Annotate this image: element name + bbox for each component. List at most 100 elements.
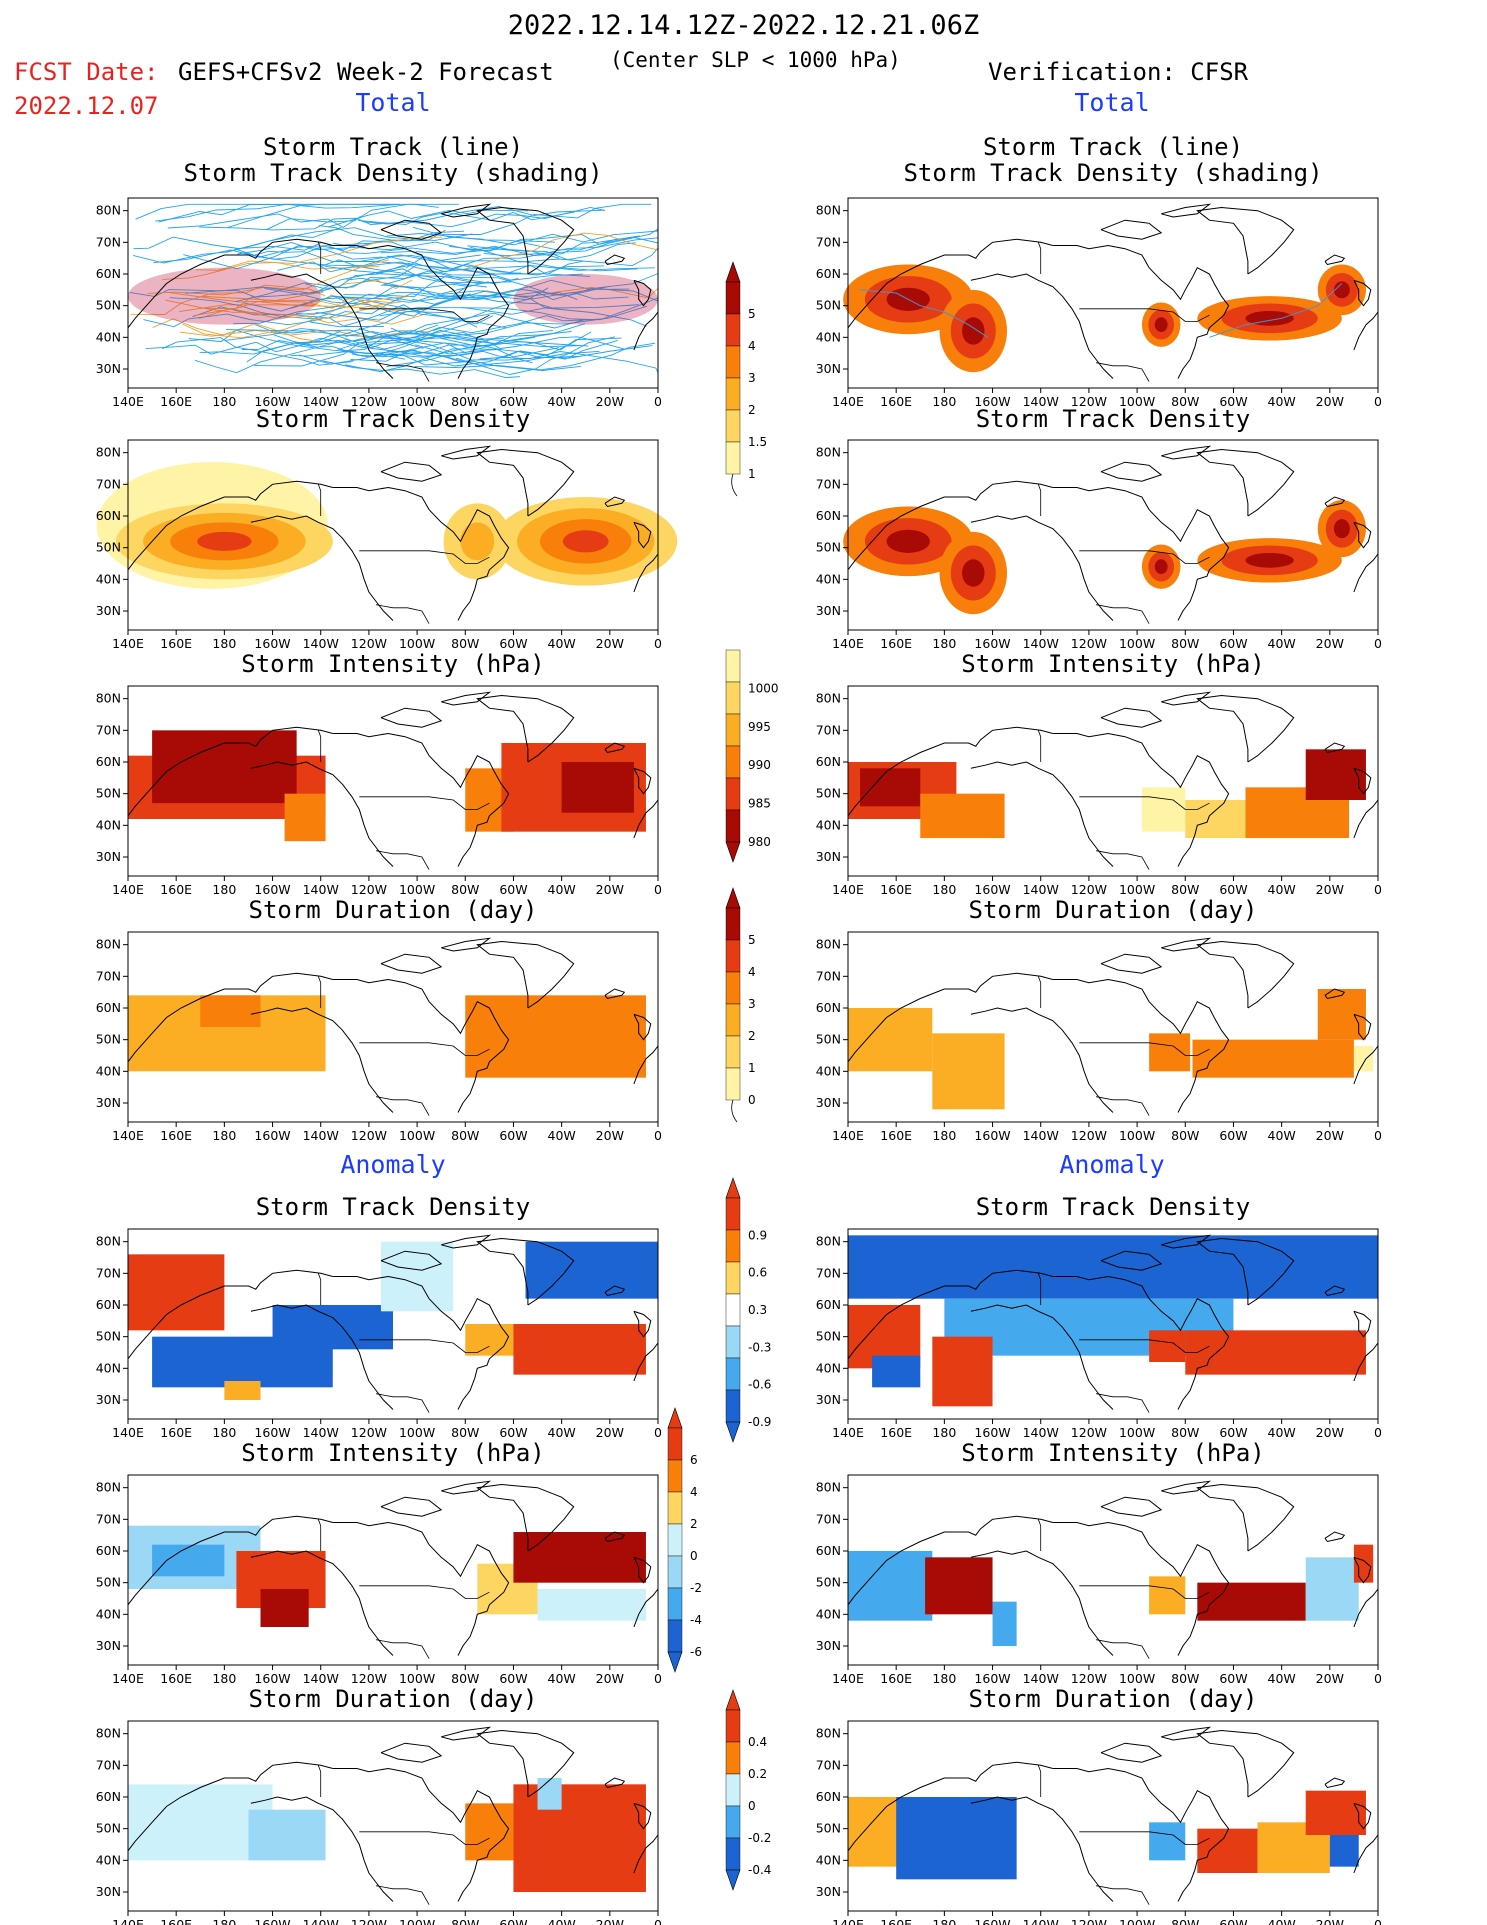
colorbar-intensity-anomaly: 6 4 2 0 -2 -4 -6: [667, 1407, 702, 1673]
storm-track-line: [199, 339, 424, 355]
coastline: [332, 1767, 510, 1902]
storm-track-line: [386, 350, 600, 367]
colorbar-label: 0.9: [748, 1228, 767, 1242]
map-frame: [847, 1474, 1379, 1666]
storm-track-line: [237, 229, 446, 255]
storm-track-line: [358, 211, 576, 226]
coastline: [1324, 496, 1346, 508]
storm-track-line: [390, 312, 585, 335]
lon-tick-label: 0: [1374, 394, 1382, 409]
border-line: [1096, 604, 1150, 624]
lat-tick-label: 40N: [816, 329, 841, 344]
lon-tick-label: 140E: [112, 1128, 144, 1143]
lon-tick-label: 100W: [399, 1917, 435, 1925]
coastline: [332, 486, 510, 621]
border-line: [1079, 550, 1210, 564]
intensity-cell: [1141, 787, 1186, 832]
anomaly-cell: [1149, 1822, 1186, 1861]
lon-tick-label: 120W: [351, 1425, 387, 1440]
lat-tick-label: 50N: [816, 1575, 841, 1590]
lon-tick-label: 120W: [1071, 1128, 1107, 1143]
density-verif-northeast-atlantic-level: [1333, 519, 1350, 539]
border-line: [1096, 1393, 1150, 1413]
lon-tick-label: 100W: [1119, 636, 1155, 651]
lon-tick-label: 60W: [1219, 1425, 1247, 1440]
intensity-cell: [284, 793, 326, 842]
lon-tick-label: 20W: [596, 1917, 624, 1925]
coastline: [1353, 279, 1372, 307]
lat-tick-label: 80N: [96, 1480, 121, 1495]
duration-cell: [932, 1033, 1005, 1110]
lon-tick-label: 60W: [1219, 1917, 1247, 1925]
lon-tick-label: 180: [932, 636, 956, 651]
anomaly-cell: [872, 1355, 921, 1388]
lon-tick-label: 40W: [548, 394, 576, 409]
density-verif-central-pacific: [939, 289, 1007, 373]
coastline: [1196, 1237, 1295, 1306]
storm-track-lines: [129, 203, 659, 378]
border-line: [359, 796, 490, 810]
lon-tick-label: 160E: [160, 636, 192, 651]
lon-tick-label: 160E: [880, 1917, 912, 1925]
panel-title-track-shading: Storm Track Density (shading): [183, 159, 603, 187]
colorbar-label: 3: [748, 997, 756, 1011]
storm-track-line: [316, 306, 550, 321]
lat-tick-label: 40N: [816, 1606, 841, 1621]
colorbar-swatch: [725, 1325, 741, 1359]
lon-tick-label: 20W: [1316, 1917, 1344, 1925]
lon-tick-label: 80W: [1171, 1917, 1199, 1925]
lon-tick-label: 160W: [254, 1128, 290, 1143]
storm-track-line: [167, 213, 361, 229]
coastline: [604, 254, 626, 266]
panel-title-track-shading: Storm Track Density (shading): [903, 159, 1323, 187]
storm-track-line: [406, 206, 605, 228]
colorbar-swatch: [725, 1197, 741, 1231]
intensity-cell: [152, 730, 297, 804]
colorbar-swatch: [725, 281, 741, 315]
storm-track-line: [339, 329, 553, 352]
colorbar-label: 990: [748, 758, 771, 772]
colorbar-intensity-total: 1000 995 990 985 980: [725, 649, 779, 863]
lon-tick-label: 160W: [974, 1917, 1010, 1925]
anomaly-cell: [513, 1324, 646, 1375]
storm-track-line: [143, 313, 323, 328]
density-verif-great-lakes: [1141, 302, 1181, 347]
storm-track-line: [254, 321, 507, 367]
coastline: [633, 1013, 652, 1041]
lat-tick-label: 30N: [816, 1095, 841, 1110]
coastline: [250, 1304, 394, 1410]
coastline: [633, 1310, 652, 1338]
lon-tick-label: 80W: [451, 1128, 479, 1143]
storm-track-line: [133, 236, 321, 251]
lon-tick-label: 0: [654, 1671, 662, 1686]
map-forecast-intensity-anomaly: 140E 160E 180 160W 140W 120W 100W 80W 60W 40W 20W 0…: [96, 1474, 662, 1686]
lat-tick-label: 70N: [816, 1757, 841, 1772]
lat-tick-label: 80N: [96, 937, 121, 952]
lon-tick-label: 120W: [351, 882, 387, 897]
anomaly-cell: [925, 1557, 993, 1615]
storm-track-line: [318, 264, 591, 292]
density-verif-great-lakes-level: [1154, 317, 1168, 333]
coastline: [1100, 707, 1163, 728]
coastline: [476, 1237, 575, 1306]
map-frame: [847, 1228, 1379, 1420]
colorbar-swatch: [725, 1293, 741, 1327]
lat-tick-label: 60N: [816, 266, 841, 281]
lon-tick-label: 60W: [1219, 1128, 1247, 1143]
lon-tick-label: 160E: [160, 1128, 192, 1143]
lon-tick-label: 80W: [1171, 1671, 1199, 1686]
lon-tick-label: 140W: [303, 1425, 339, 1440]
storm-track-line: [155, 203, 400, 222]
coastline: [380, 1496, 443, 1517]
colorbar-label: -0.3: [748, 1340, 771, 1354]
colorbar-arrow-top: [725, 1177, 741, 1199]
colorbar-swatch: [667, 1523, 683, 1557]
lat-tick-label: 70N: [96, 968, 121, 983]
colorbar-arrow-bottom: [725, 841, 741, 863]
storm-track-line: [433, 288, 659, 302]
lat-tick-label: 30N: [96, 603, 121, 618]
map-verification-density-anomaly: 140E 160E 180 160W 140W 120W 100W 80W 60W 40W 20W 0…: [816, 1228, 1382, 1440]
map-frame: [847, 1720, 1379, 1912]
lon-tick-label: 0: [1374, 1671, 1382, 1686]
anomaly-cell: [152, 1544, 225, 1577]
